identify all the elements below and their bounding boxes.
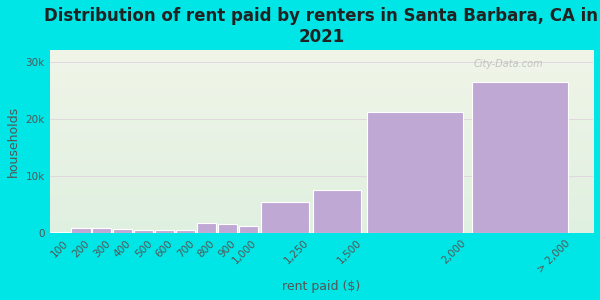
Bar bbox=[134, 230, 153, 233]
Bar bbox=[472, 82, 568, 233]
Bar bbox=[50, 232, 70, 233]
Y-axis label: households: households bbox=[7, 106, 20, 177]
Bar bbox=[197, 224, 216, 233]
Bar bbox=[71, 228, 91, 233]
Bar bbox=[261, 202, 309, 233]
X-axis label: rent paid ($): rent paid ($) bbox=[282, 280, 361, 293]
Bar bbox=[367, 112, 463, 233]
Bar bbox=[92, 228, 112, 233]
Bar bbox=[239, 226, 258, 233]
Bar bbox=[313, 190, 361, 233]
Text: City-Data.com: City-Data.com bbox=[473, 59, 543, 69]
Bar bbox=[176, 230, 195, 233]
Bar bbox=[113, 229, 133, 233]
Bar bbox=[218, 224, 237, 233]
Title: Distribution of rent paid by renters in Santa Barbara, CA in
2021: Distribution of rent paid by renters in … bbox=[44, 7, 598, 46]
Bar bbox=[155, 230, 174, 233]
